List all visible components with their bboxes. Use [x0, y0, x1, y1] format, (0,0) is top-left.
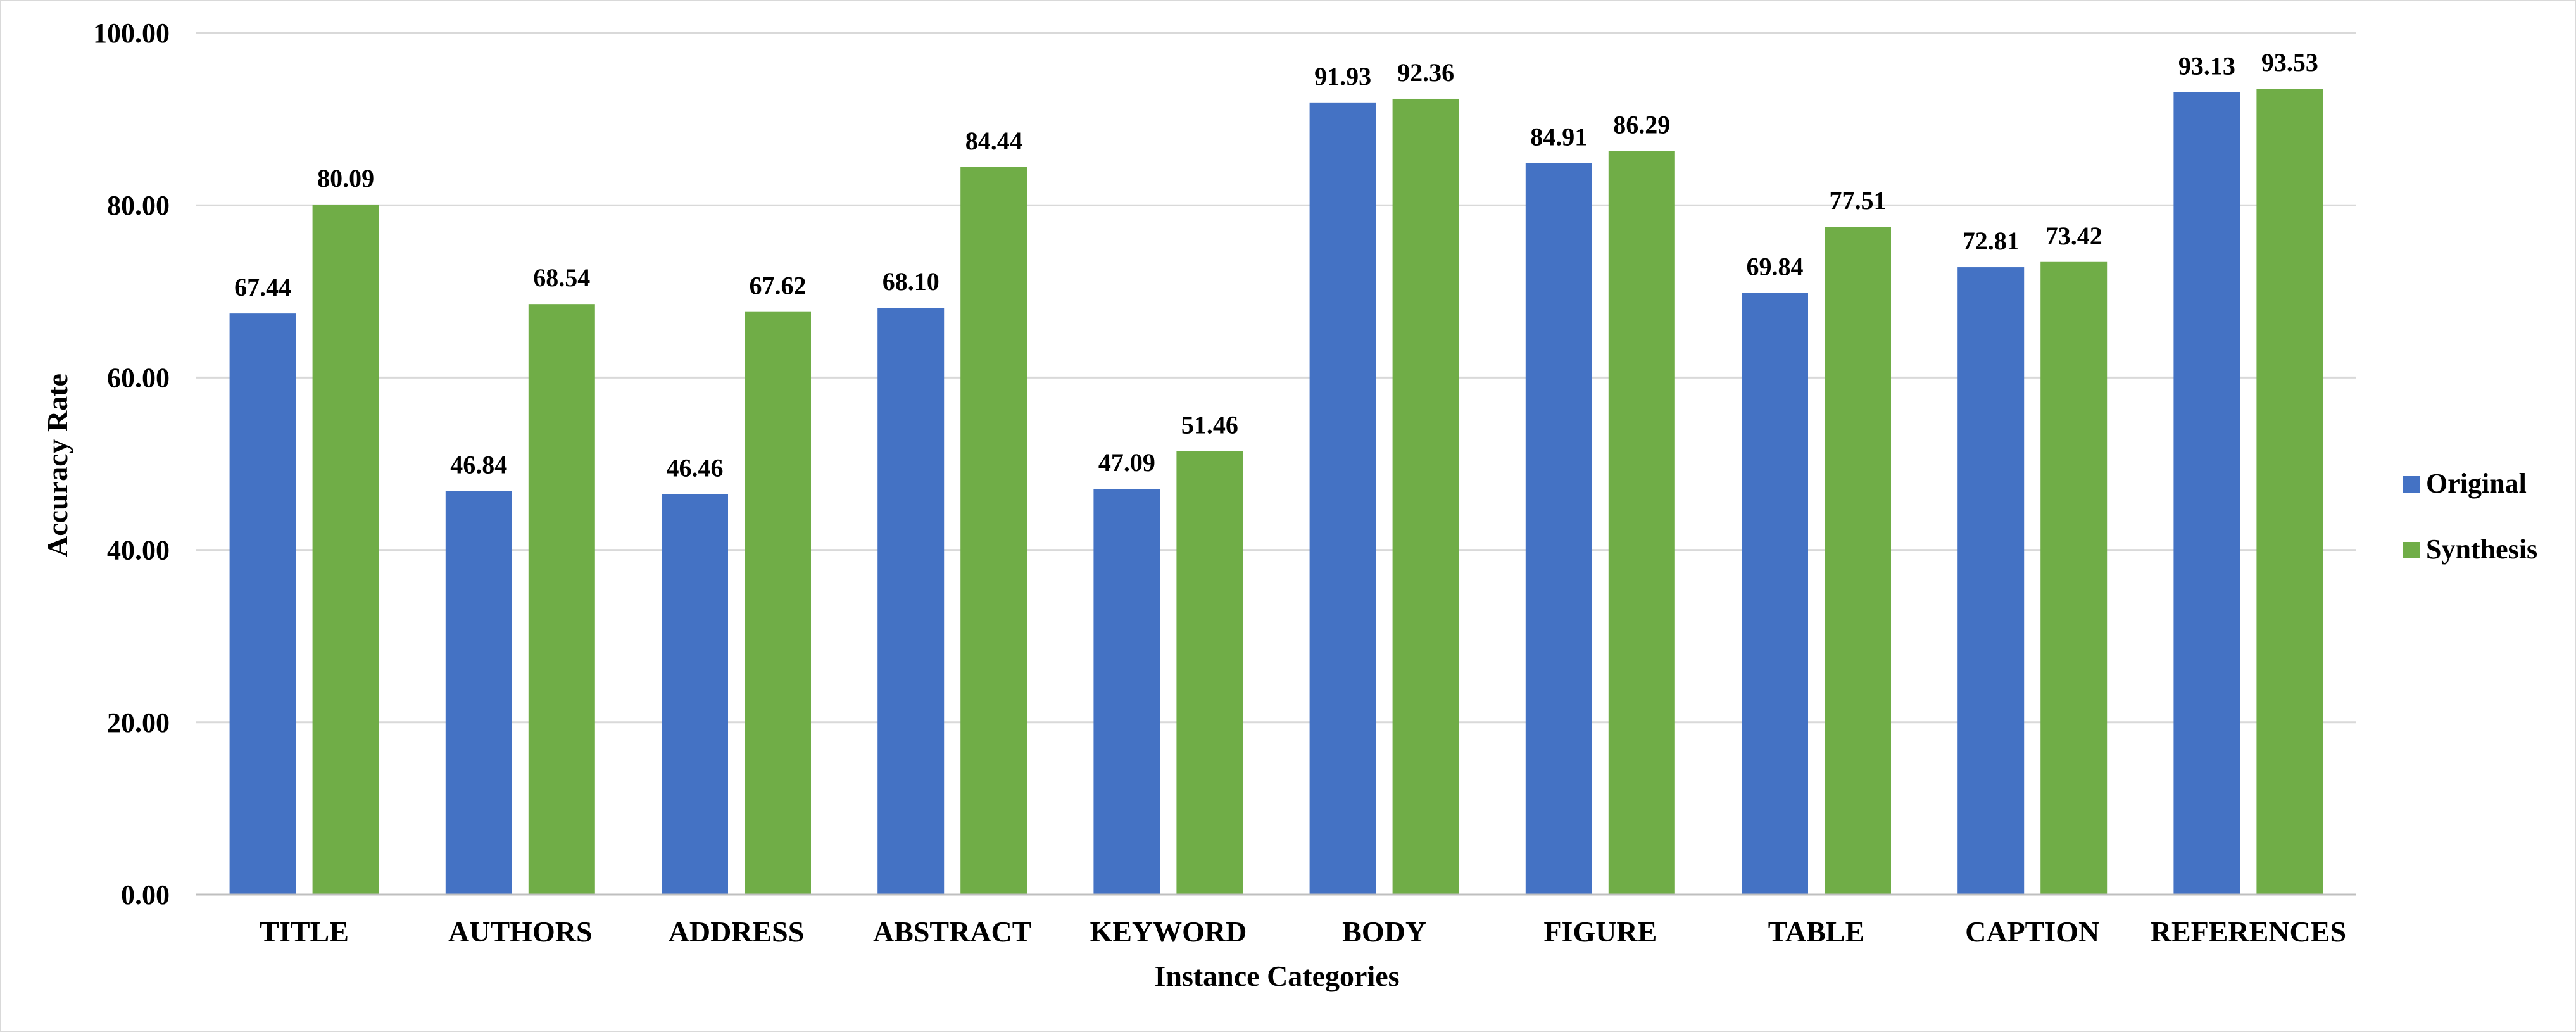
gridlines	[196, 32, 2356, 724]
data-label-synthesis-title: 80.09	[317, 164, 374, 192]
y-tick-label: 80.00	[107, 190, 170, 221]
data-label-original-keyword: 47.09	[1098, 448, 1155, 477]
x-tick-label-references: REFERENCES	[2151, 916, 2346, 948]
data-label-original-authors: 46.84	[450, 451, 507, 479]
bar-original-abstract	[877, 308, 945, 895]
data-label-synthesis-figure: 86.29	[1613, 111, 1670, 139]
bar-original-authors	[445, 491, 512, 895]
y-tick-label: 0.00	[121, 879, 170, 910]
data-label-synthesis-address: 67.62	[750, 272, 807, 300]
legend-swatch-original	[2403, 476, 2420, 493]
data-label-original-title: 67.44	[234, 273, 291, 301]
bar-synthesis-references	[2256, 89, 2323, 895]
bar-synthesis-body	[1392, 98, 1459, 895]
axes: 0.00 20.00 40.00 60.00 80.00 100.00 TITLE AUTHO…	[93, 18, 2356, 948]
legend-label-synthesis: Synthesis	[2426, 534, 2537, 565]
data-label-synthesis-keyword: 51.46	[1181, 411, 1238, 439]
legend-swatch-synthesis	[2403, 542, 2420, 558]
data-label-original-body: 91.93	[1314, 62, 1371, 91]
bar-original-body	[1309, 102, 1376, 895]
bar-synthesis-caption	[2040, 261, 2108, 895]
bar-synthesis-abstract	[960, 167, 1027, 895]
legend-label-original: Original	[2426, 468, 2527, 499]
data-label-synthesis-table: 77.51	[1830, 186, 1887, 215]
bar-synthesis-address	[745, 311, 811, 895]
bar-original-keyword	[1093, 489, 1160, 895]
data-labels: 67.44 80.09 46.84 68.54 46.46 67.62 68.10 84.44…	[234, 48, 2318, 482]
data-label-original-abstract: 68.10	[883, 267, 939, 296]
bar-original-table	[1742, 293, 1808, 895]
bar-synthesis-authors	[528, 304, 595, 895]
bar-original-caption	[1957, 267, 2025, 895]
bar-original-figure	[1525, 163, 1592, 895]
x-axis-title: Instance Categories	[1154, 960, 1399, 992]
data-label-original-table: 69.84	[1747, 252, 1804, 280]
bars	[229, 89, 2323, 895]
y-axis-title: Accuracy Rate	[41, 374, 73, 557]
x-tick-label-authors: AUTHORS	[448, 916, 592, 948]
bar-synthesis-table	[1825, 227, 1891, 895]
data-label-synthesis-abstract: 84.44	[965, 127, 1022, 155]
bar-synthesis-figure	[1608, 151, 1675, 895]
x-tick-label-abstract: ABSTRACT	[873, 916, 1032, 948]
x-tick-label-title: TITLE	[260, 916, 349, 948]
x-tick-label-body: BODY	[1342, 916, 1426, 948]
x-tick-label-caption: CAPTION	[1965, 916, 2099, 948]
bar-synthesis-keyword	[1176, 451, 1243, 895]
y-tick-label: 20.00	[107, 707, 170, 738]
data-label-synthesis-caption: 73.42	[2045, 222, 2102, 250]
x-tick-label-keyword: KEYWORD	[1090, 916, 1247, 948]
x-tick-label-table: TABLE	[1768, 916, 1865, 948]
x-tick-label-figure: FIGURE	[1543, 916, 1657, 948]
bar-original-title	[229, 313, 296, 895]
bar-synthesis-title	[312, 204, 379, 895]
data-label-synthesis-references: 93.53	[2261, 48, 2318, 77]
y-tick-label: 60.00	[107, 362, 170, 393]
bar-original-address	[662, 494, 728, 895]
y-tick-label: 100.00	[93, 18, 170, 49]
data-label-original-references: 93.13	[2178, 52, 2235, 80]
bar-original-references	[2173, 92, 2240, 895]
data-label-synthesis-body: 92.36	[1397, 58, 1454, 87]
data-label-original-figure: 84.91	[1530, 122, 1587, 151]
data-label-original-address: 46.46	[667, 454, 724, 482]
data-label-synthesis-authors: 68.54	[533, 263, 590, 292]
legend: Original Synthesis	[2403, 468, 2537, 565]
y-tick-label: 40.00	[107, 535, 170, 566]
data-label-original-caption: 72.81	[1963, 227, 2020, 255]
x-tick-label-address: ADDRESS	[669, 916, 805, 948]
